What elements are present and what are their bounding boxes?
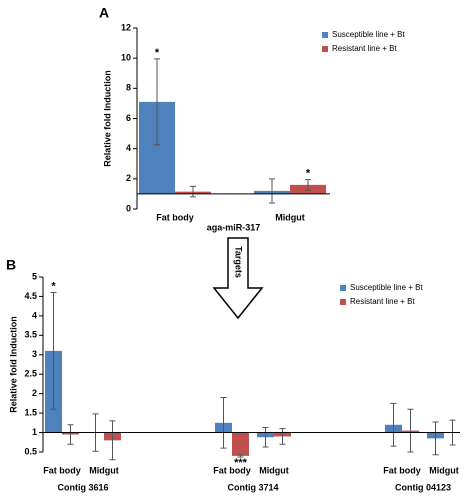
- x-tick-label: Fat body: [213, 465, 251, 475]
- legend-swatch: [340, 299, 346, 305]
- legend-swatch: [340, 285, 346, 291]
- bar: [232, 432, 249, 456]
- error-bar: [262, 427, 269, 448]
- error-bar: [67, 424, 74, 445]
- x-tick-label: Midgut: [89, 465, 119, 475]
- error-bar: [154, 58, 160, 146]
- y-tick-label: 10: [121, 53, 131, 63]
- y-tick-label: 2.5: [24, 369, 37, 379]
- error-bar: [269, 178, 275, 204]
- y-tick-label: 1: [32, 427, 37, 437]
- y-tick-label: 12: [121, 22, 131, 32]
- annotation: *: [51, 280, 56, 292]
- y-tick-label: 3.5: [24, 330, 37, 340]
- error-bar: [190, 185, 196, 198]
- legend-label: Resistant line + Bt: [332, 44, 397, 53]
- x-tick-label: Midgut: [429, 465, 459, 475]
- arrow-label: Targets: [234, 246, 244, 278]
- x-tick-label: Midgut: [275, 212, 305, 222]
- annotation: *: [155, 47, 160, 59]
- legend-swatch: [322, 32, 328, 38]
- y-axis-label: Relative fold Induction: [8, 316, 18, 413]
- legend-label: Susceptible line + Bt: [332, 30, 405, 39]
- error-bar: [220, 397, 227, 449]
- error-bar: [305, 179, 311, 191]
- y-tick-label: 0: [126, 203, 131, 213]
- panel-label: A: [99, 5, 109, 21]
- error-bar: [109, 420, 116, 461]
- y-tick-label: 8: [126, 83, 131, 93]
- arrow: [212, 237, 264, 320]
- group-label: Contig 3714: [227, 482, 278, 492]
- y-tick-label: 2: [32, 388, 37, 398]
- error-bar: [390, 402, 397, 447]
- x-tick-label: Fat body: [383, 465, 421, 475]
- group-label: Contig 3616: [57, 482, 108, 492]
- legend-label: Susceptible line + Bt: [350, 283, 423, 292]
- annotation: ***: [234, 457, 248, 469]
- y-tick-label: 4: [32, 310, 37, 320]
- legend-swatch: [322, 46, 328, 52]
- y-axis-label: Relative fold Induction: [102, 70, 112, 167]
- error-bar: [237, 454, 244, 458]
- panel-label: B: [6, 257, 16, 273]
- y-tick-label: 5: [32, 271, 37, 281]
- legend-label: Resistant line + Bt: [350, 297, 415, 306]
- y-tick-label: 2: [126, 173, 131, 183]
- y-tick-label: 1.5: [24, 407, 37, 417]
- y-tick-label: 4.5: [24, 291, 37, 301]
- y-tick-label: 6: [126, 113, 131, 123]
- y-tick-label: 4: [126, 143, 131, 153]
- error-bar: [50, 292, 57, 410]
- x-tick-label: Midgut: [259, 465, 289, 475]
- x-tick-label: Fat body: [43, 465, 81, 475]
- y-tick-label: 3: [32, 349, 37, 359]
- error-bar: [432, 421, 439, 456]
- error-bar: [279, 428, 286, 445]
- x-tick-label: Fat body: [156, 212, 194, 222]
- group-label: Contig 04123: [395, 482, 451, 492]
- y-tick-label: 0.5: [24, 446, 37, 456]
- x-axis-label: aga-miR-317: [207, 222, 261, 232]
- error-bar: [407, 408, 414, 453]
- annotation: *: [306, 167, 311, 179]
